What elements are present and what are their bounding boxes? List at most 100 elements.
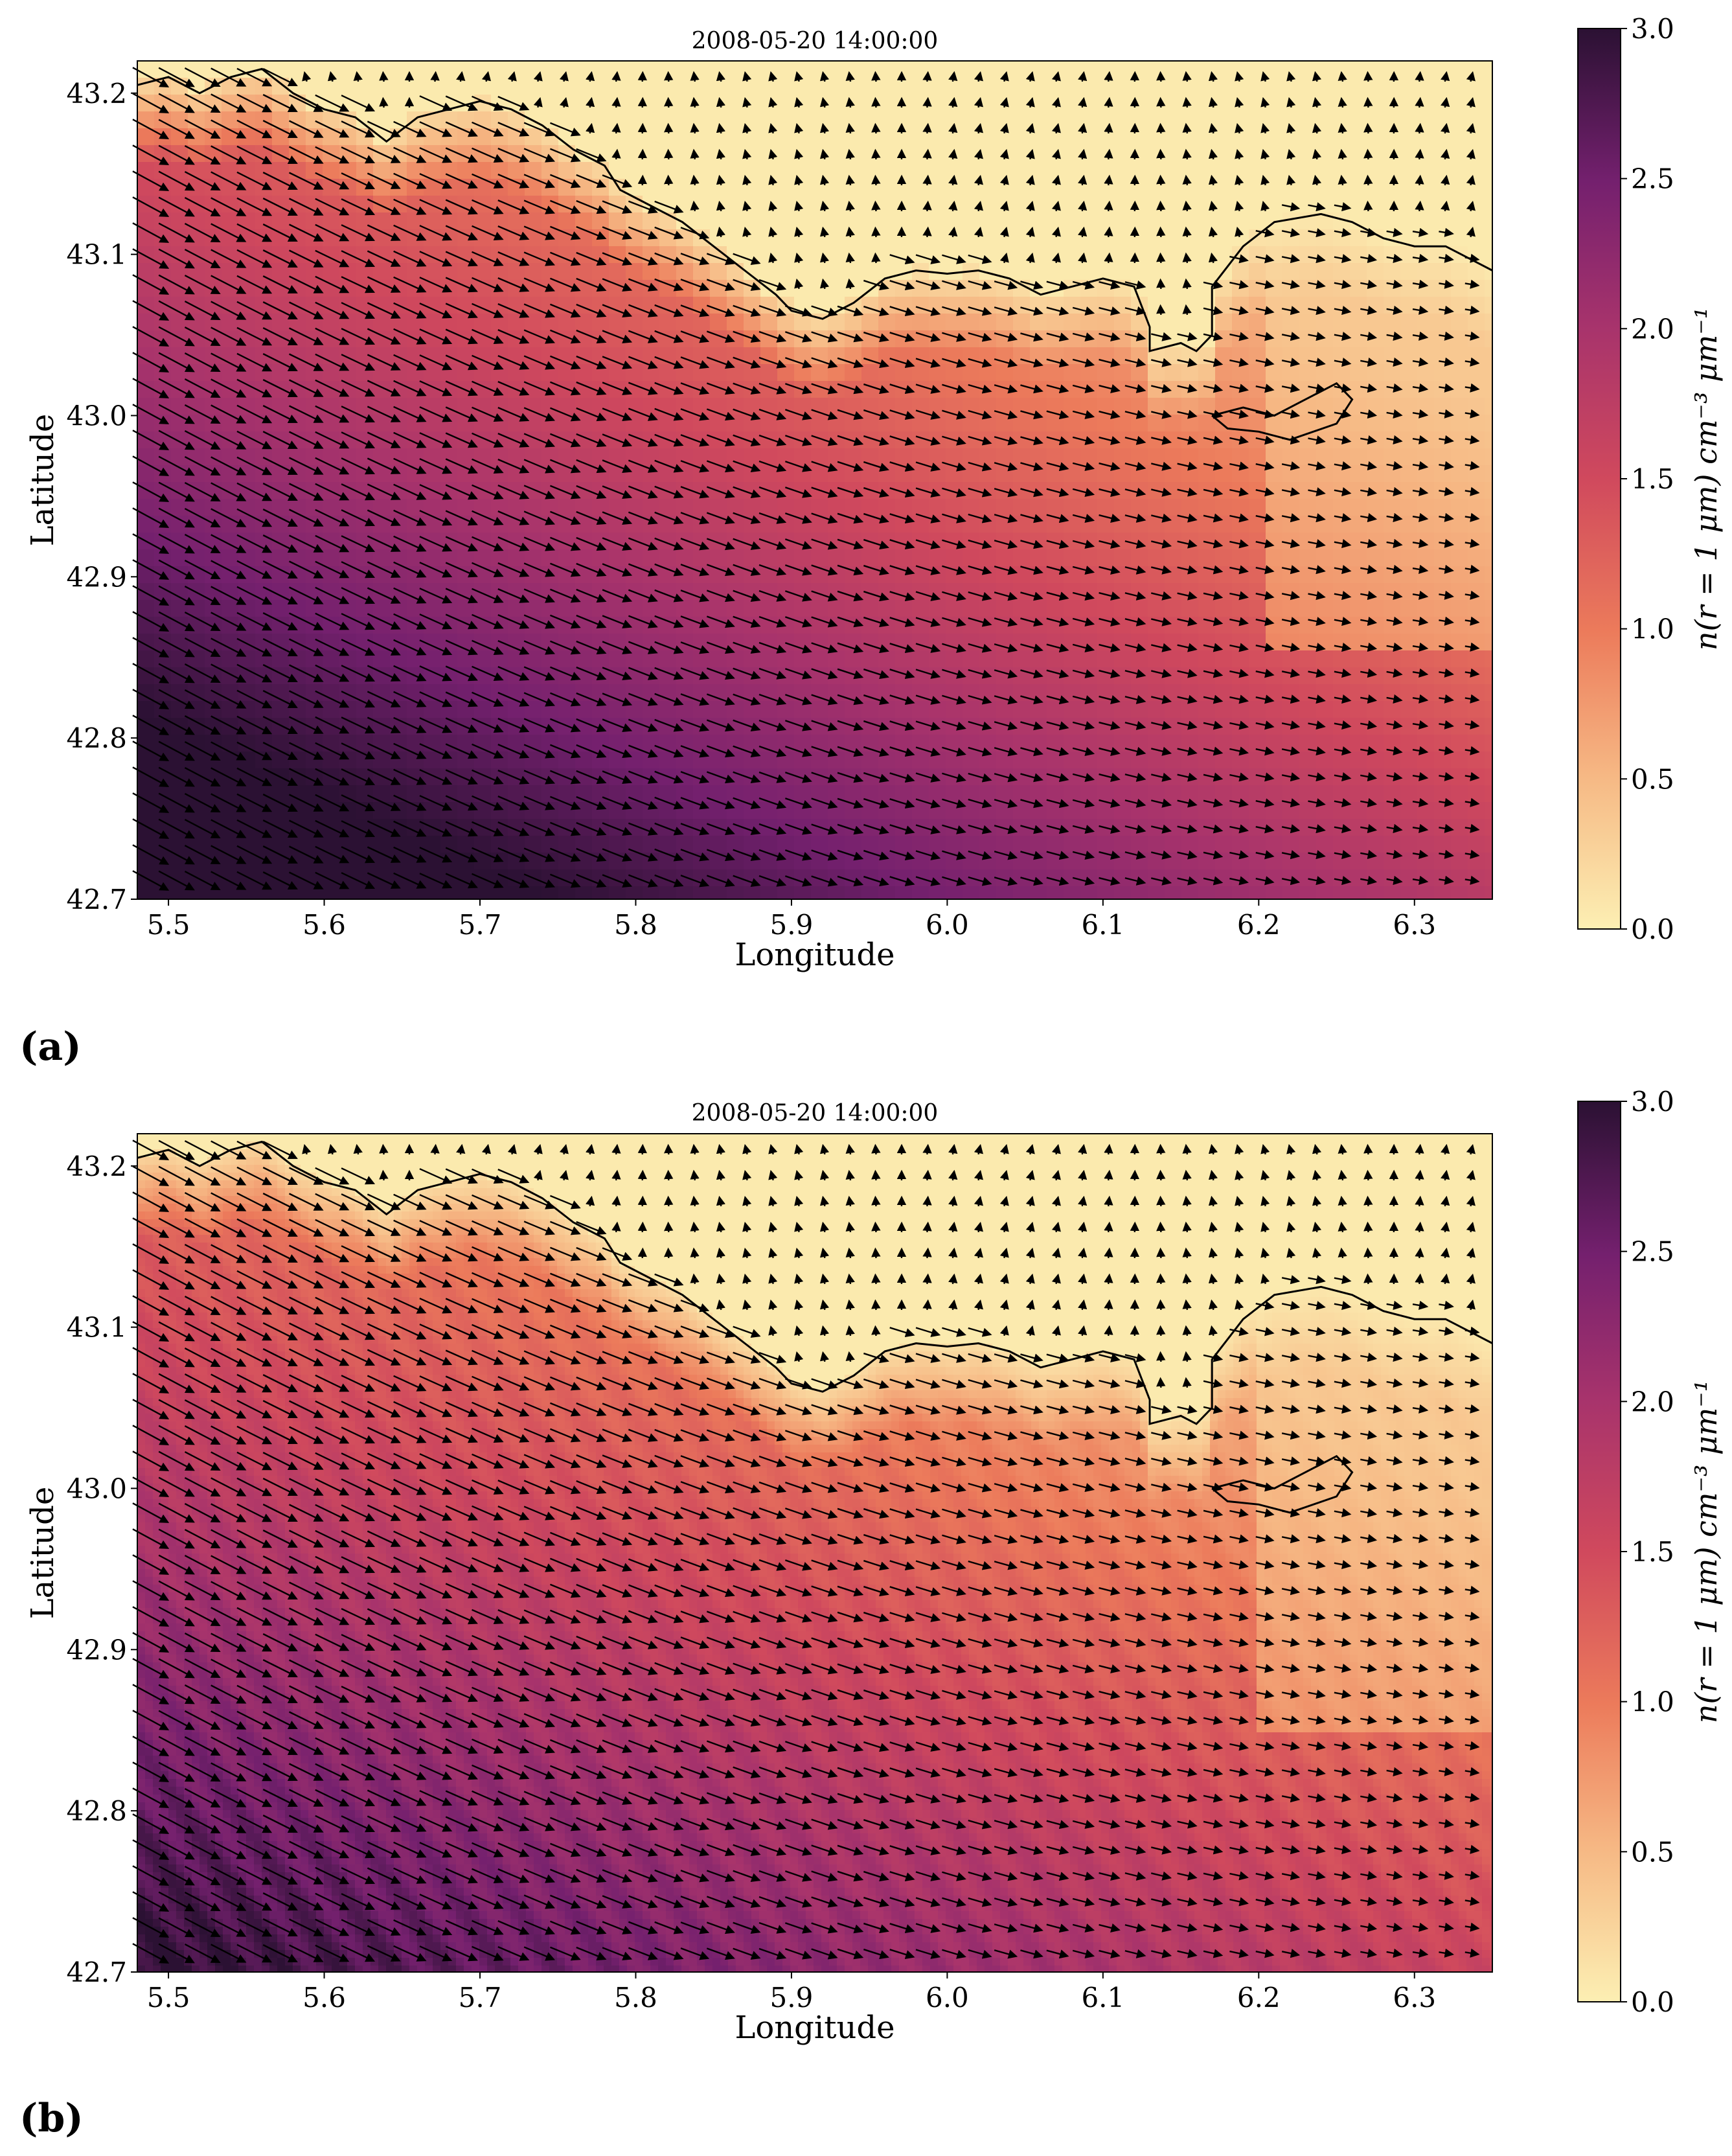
heatmap-cell (609, 836, 626, 853)
heatmap-cell (626, 465, 643, 483)
heatmap-cell (457, 78, 475, 95)
heatmap-cell (525, 701, 542, 718)
heatmap-cell (1468, 819, 1485, 836)
heatmap-cell (289, 448, 306, 466)
heatmap-cell (1350, 128, 1367, 146)
heatmap-cell (289, 128, 306, 146)
heatmap-cell (1080, 735, 1098, 752)
heatmap-cell (255, 853, 273, 870)
heatmap-cell (407, 196, 424, 213)
heatmap-cell (1367, 482, 1384, 499)
heatmap-cell (828, 61, 845, 78)
heatmap-cell (979, 229, 997, 247)
heatmap-cell (188, 735, 205, 752)
heatmap-cell (727, 78, 744, 95)
heatmap-cell (1266, 751, 1283, 769)
heatmap-cell (676, 145, 694, 163)
heatmap-cell (390, 330, 407, 348)
heatmap-cell (323, 836, 340, 853)
heatmap-cell (1249, 415, 1266, 432)
heatmap-cell (979, 145, 997, 163)
heatmap-cell (979, 600, 997, 617)
heatmap-cell (1013, 61, 1031, 78)
heatmap-cell (1148, 162, 1165, 179)
heatmap-cell (1384, 448, 1401, 466)
heatmap-cell (777, 145, 795, 163)
heatmap-cell (154, 802, 172, 820)
heatmap-cell (626, 600, 643, 617)
heatmap-cell (861, 364, 879, 382)
heatmap-cell (727, 128, 744, 146)
heatmap-cell (760, 314, 778, 331)
heatmap-cell (1350, 246, 1367, 264)
heatmap-cell (1232, 448, 1249, 466)
heatmap-cell (710, 314, 727, 331)
heatmap-cell (693, 61, 711, 78)
heatmap-cell (491, 128, 508, 146)
heatmap-cell (1299, 330, 1317, 348)
wind-arrow (1108, 254, 1110, 263)
heatmap-cell (323, 314, 340, 331)
heatmap-cell (1316, 78, 1334, 95)
heatmap-cell (592, 78, 610, 95)
heatmap-cell (575, 886, 593, 900)
heatmap-cell (306, 448, 323, 466)
heatmap-cell (1215, 886, 1233, 900)
heatmap-cell (1114, 650, 1132, 668)
heatmap-cell (794, 886, 812, 900)
heatmap-cell (1451, 280, 1468, 297)
heatmap-cell (1384, 95, 1401, 112)
heatmap-cell (575, 246, 593, 264)
heatmap-cell (1485, 128, 1493, 146)
heatmap-cell (845, 246, 862, 264)
heatmap-cell (1030, 128, 1047, 146)
heatmap-cell (693, 549, 711, 567)
heatmap-cell (1181, 448, 1199, 466)
heatmap-cell (1030, 229, 1047, 247)
heatmap-cell (272, 802, 290, 820)
heatmap-cell (929, 145, 946, 163)
heatmap-cell (1367, 95, 1384, 112)
heatmap-cell (306, 415, 323, 432)
heatmap-cell (1434, 162, 1452, 179)
heatmap-cell (222, 684, 239, 702)
wind-arrow (875, 150, 876, 159)
heatmap-cell (1097, 701, 1115, 718)
heatmap-cell (289, 617, 306, 634)
heatmap-cell (861, 886, 879, 900)
heatmap-cell (339, 684, 357, 702)
heatmap-cell (474, 364, 492, 382)
heatmap-cell (356, 718, 374, 735)
heatmap-cell (171, 162, 188, 179)
heatmap-cell (963, 381, 980, 398)
heatmap-cell (525, 415, 542, 432)
heatmap-cell (1333, 650, 1350, 668)
heatmap-cell (474, 802, 492, 820)
heatmap-cell (609, 600, 626, 617)
heatmap-cell (137, 836, 155, 853)
heatmap-cell (1485, 196, 1493, 213)
heatmap-cell (373, 768, 391, 786)
heatmap-cell (828, 650, 845, 668)
heatmap-cell (541, 751, 559, 769)
heatmap-cell (727, 684, 744, 702)
heatmap-cell (339, 78, 357, 95)
heatmap-cell (592, 128, 610, 146)
heatmap-cell (424, 431, 441, 449)
heatmap-cell (1384, 667, 1401, 685)
heatmap-cell (1181, 162, 1199, 179)
heatmap-cell (1485, 549, 1493, 567)
heatmap-cell (1064, 516, 1081, 533)
heatmap-cell (760, 229, 778, 247)
heatmap-cell (710, 398, 727, 415)
heatmap-cell (1367, 61, 1384, 78)
heatmap-cell (1468, 836, 1485, 853)
heatmap-cell (1434, 667, 1452, 685)
heatmap-cell (1165, 280, 1182, 297)
heatmap-cell (1114, 533, 1132, 550)
heatmap-cell (1316, 179, 1334, 196)
heatmap-cell (861, 600, 879, 617)
heatmap-cell (1316, 583, 1334, 601)
heatmap-cell (760, 617, 778, 634)
heatmap-cell (1485, 297, 1493, 314)
